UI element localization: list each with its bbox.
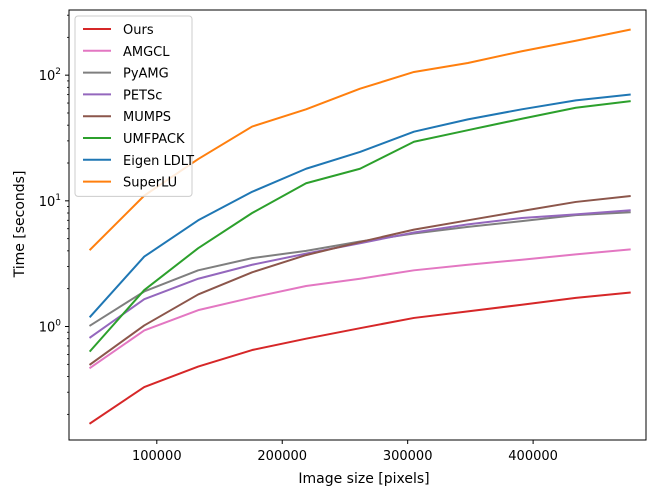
x-tick-label: 200000 [257, 449, 307, 464]
legend-box [74, 15, 193, 197]
legend-label-ours: Ours [123, 23, 154, 38]
legend: Ours AMGCL PyAMG PETSc MUMPS UMFPACK Eigen LDL… [74, 15, 194, 197]
legend-label-eigen-ldlt: Eigen LDLT [123, 154, 194, 169]
legend-label-superlu: SuperLU [123, 176, 177, 191]
x-tick-label: 100000 [132, 449, 182, 464]
axis-ticks: 100000 200000 300000 400000 100 101 102 [39, 14, 558, 464]
series-line-umfpack [88, 100, 631, 353]
series-line-ours [88, 291, 631, 425]
axes [68, 9, 647, 441]
series-line-petsc [88, 209, 631, 339]
x-axis-label: Image size [pixels] [298, 471, 429, 486]
series-line-mumps [88, 195, 631, 366]
legend-label-petsc: PETSc [123, 88, 162, 103]
plot-frame [68, 9, 647, 441]
series-line-amgcl [88, 248, 631, 370]
legend-label-pyamg: PyAMG [123, 67, 169, 82]
y-tick-label: 100 [39, 319, 62, 336]
x-tick-label: 300000 [383, 449, 433, 464]
series-line-eigen-ldlt [88, 93, 631, 318]
legend-label-mumps: MUMPS [123, 110, 171, 125]
legend-label-umfpack: UMFPACK [123, 132, 185, 147]
y-tick-label: 102 [39, 67, 61, 84]
y-axis-label: Time [seconds] [12, 171, 28, 279]
x-tick-label: 400000 [508, 449, 558, 464]
y-tick-label: 101 [39, 193, 61, 210]
legend-label-amgcl: AMGCL [123, 45, 170, 60]
